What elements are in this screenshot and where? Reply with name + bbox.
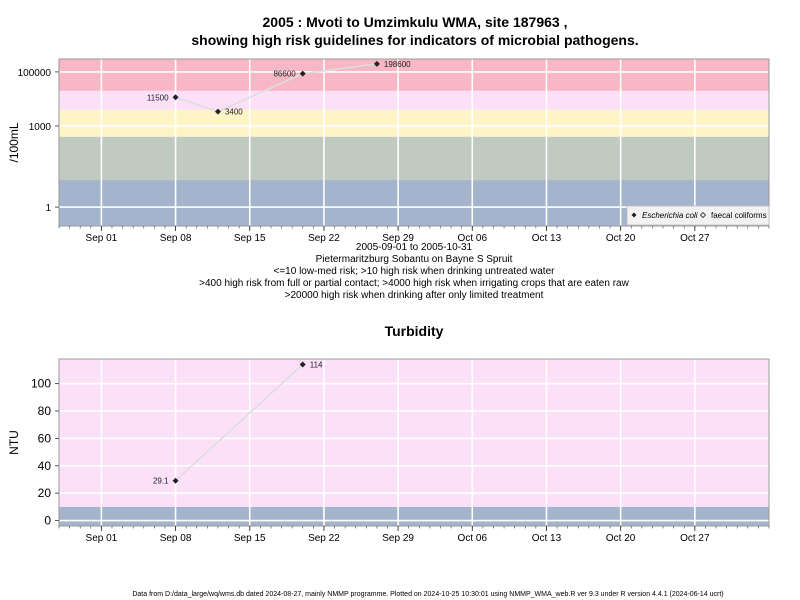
data-point-1 <box>172 477 179 484</box>
risk-band-4 <box>59 90 769 110</box>
x-axis: Sep 01 Sep 08 Sep 15 Sep 22 Sep 29 Oct 06 Oct … <box>58 226 770 244</box>
x-tick-label-7: Oct 13 <box>532 533 562 544</box>
data-label-3: 86600 <box>273 70 296 79</box>
y-tick-label-5: 80 <box>38 404 52 418</box>
risk-note-3: >20000 high risk when drinking after onl… <box>285 290 544 301</box>
legend-label-ecoli: Escherichia coli <box>642 211 698 220</box>
x-tick-label-9: Oct 27 <box>680 533 710 544</box>
x-tick-label-3: Sep 15 <box>234 233 266 244</box>
x-tick-label-4: Sep 22 <box>308 233 340 244</box>
data-label-2: 114 <box>310 360 323 369</box>
y-tick-label-2: 20 <box>38 486 52 500</box>
data-label-4: 198600 <box>384 60 411 69</box>
plot-frame <box>58 58 770 227</box>
y-tick-label-1: 1 <box>45 203 51 214</box>
series-lines <box>175 63 378 113</box>
y-tick-label-1: 0 <box>44 514 51 528</box>
x-tick-label-6: Oct 06 <box>458 233 488 244</box>
y-tick-label-3: 100000 <box>18 68 52 79</box>
data-points <box>172 361 306 484</box>
risk-band-1 <box>59 506 769 526</box>
x-tick-label-5: Sep 29 <box>382 533 414 544</box>
legend: Escherichia coli faecal coliforms <box>626 205 770 226</box>
y-axis-label: NTU <box>7 430 21 455</box>
data-points <box>172 60 380 115</box>
data-labels: 11500 3400 86600 198600 <box>147 60 411 117</box>
y-axis-label: /100mL <box>7 122 21 162</box>
date-range-note: 2005-09-01 to 2005-10-31 <box>356 242 473 253</box>
data-point-1 <box>172 94 179 101</box>
plot-frame <box>58 358 770 527</box>
series-line-1 <box>175 363 304 482</box>
x-tick-label-3: Sep 15 <box>234 533 266 544</box>
risk-note-1: <=10 low-med risk; >10 high risk when dr… <box>274 266 556 277</box>
risk-band-2 <box>59 136 769 181</box>
x-tick-label-2: Sep 08 <box>160 233 192 244</box>
data-label-2: 3400 <box>225 108 243 117</box>
legend-box <box>626 205 770 226</box>
chart-title-line2: showing high risk guidelines for indicat… <box>191 32 638 48</box>
footer-note: Data from D:/data_large/wq/wms.db dated … <box>132 591 723 598</box>
x-tick-label-8: Oct 20 <box>606 533 636 544</box>
series-line-1 <box>175 63 378 113</box>
series-lines <box>175 363 304 482</box>
x-tick-label-1: Sep 01 <box>86 533 118 544</box>
legend-label-faecal: faecal coliforms <box>711 211 767 220</box>
data-point-2 <box>299 361 306 368</box>
x-tick-label-6: Oct 06 <box>458 533 488 544</box>
data-point-2 <box>214 108 221 115</box>
data-label-1: 29.1 <box>153 477 169 486</box>
turbidity-title: Turbidity <box>385 323 444 339</box>
x-axis: Sep 01 Sep 08 Sep 15 Sep 22 Sep 29 Oct 06 Oct … <box>58 526 770 544</box>
data-label-1: 11500 <box>147 93 169 102</box>
gridlines <box>59 59 769 226</box>
y-tick-label-3: 40 <box>38 459 52 473</box>
risk-bands <box>59 59 769 226</box>
risk-note-2: >400 high risk from full or partial cont… <box>199 278 629 289</box>
y-axis: 1 1000 100000 <box>18 68 59 214</box>
x-tick-label-1: Sep 01 <box>86 233 118 244</box>
data-point-4 <box>373 60 380 67</box>
x-tick-label-2: Sep 08 <box>160 533 192 544</box>
x-tick-label-8: Oct 20 <box>606 233 636 244</box>
x-tick-label-4: Sep 22 <box>308 533 340 544</box>
y-axis: 0 20 40 60 80 100 <box>31 377 59 528</box>
x-tick-label-9: Oct 27 <box>680 233 710 244</box>
gridlines <box>59 359 769 526</box>
risk-band-3 <box>59 109 769 137</box>
y-tick-label-4: 60 <box>38 431 52 445</box>
data-point-3 <box>299 70 306 77</box>
x-tick-label-5: Sep 29 <box>382 233 414 244</box>
legend-marker-faecal <box>699 211 707 219</box>
y-tick-label-2: 1000 <box>29 122 52 133</box>
risk-band-5 <box>59 59 769 91</box>
y-tick-label-6: 100 <box>31 377 51 391</box>
site-name-note: Pietermaritzburg Sobantu on Bayne S Spru… <box>316 254 513 265</box>
chart-title-line1: 2005 : Mvoti to Umzimkulu WMA, site 1879… <box>263 14 568 30</box>
x-tick-label-7: Oct 13 <box>532 233 562 244</box>
data-labels: 29.1 114 <box>153 360 323 485</box>
legend-marker-ecoli <box>631 212 637 218</box>
